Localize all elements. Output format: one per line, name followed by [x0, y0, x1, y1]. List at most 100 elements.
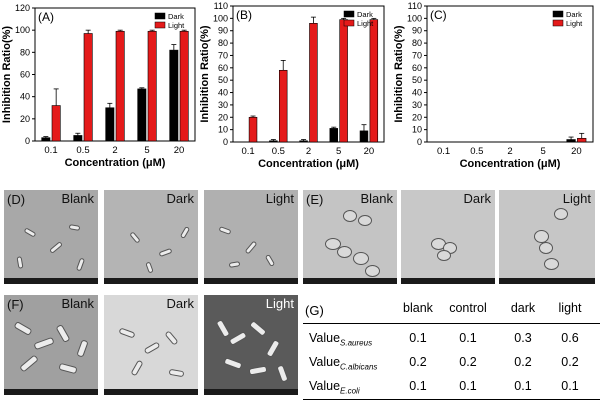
x-tick-label: 20 [571, 146, 582, 157]
x-tick-label: 0.5 [76, 145, 89, 156]
bar-light [278, 69, 288, 143]
row-label-saureus: ValueS.aureus [309, 331, 373, 348]
legend-swatch-dark [343, 10, 355, 18]
y-tick-label: 30 [412, 100, 422, 110]
scale-bar [4, 278, 98, 284]
bar-light [83, 33, 93, 142]
x-tick-label: 0.5 [272, 146, 285, 157]
caption-d-blank: Blank [61, 191, 94, 206]
legend-swatch-light [552, 19, 564, 27]
y-tick-label: 40 [218, 88, 228, 98]
caption-e-dark: Dark [463, 191, 491, 206]
y-tick-label: 20 [412, 112, 422, 122]
caption-f-light: Light [265, 296, 294, 311]
col-header-dark: dark [510, 301, 536, 315]
y-tick-label: 20 [20, 114, 30, 124]
y-tick-label: 40 [20, 92, 30, 102]
y-tick-label: 100 [213, 13, 228, 23]
table-top-rule [303, 323, 600, 324]
y-tick-label: 40 [412, 88, 422, 98]
x-axis-label: Concentration (μM) [65, 157, 166, 169]
micrograph-d-dark: Dark [104, 190, 198, 284]
panel-label: (A) [38, 10, 54, 24]
y-tick-label: 70 [218, 50, 228, 60]
plot-frame [426, 5, 594, 143]
micrograph-e-blank: (E) Blank [303, 190, 397, 284]
y-tick-label: 110 [408, 1, 422, 11]
y-tick-label: 70 [412, 50, 422, 60]
y-tick-label: 10 [412, 125, 422, 135]
bar-dark [137, 88, 147, 142]
legend-swatch-light [154, 21, 166, 29]
cell-ecoli-dark: 0.1 [514, 379, 532, 393]
scale-bar [204, 389, 298, 395]
y-tick-label: 10 [218, 125, 228, 135]
x-axis-label: Concentration (μM) [460, 158, 561, 170]
y-tick-label: 90 [218, 26, 228, 36]
legend-swatch-light [343, 19, 355, 27]
y-tick-label: 100 [15, 25, 30, 35]
caption-d-dark: Dark [166, 191, 194, 206]
caption-d-light: Light [265, 191, 294, 206]
panel-label: (C) [430, 8, 447, 22]
x-tick-label: 20 [174, 145, 185, 156]
x-axis-label: Concentration (μM) [258, 158, 359, 170]
y-axis-label: Inhibition Ratio(%) [1, 26, 13, 123]
x-tick-label: 2 [306, 146, 311, 157]
cell-saureus-blank: 0.1 [409, 331, 427, 345]
panel-label: (B) [236, 8, 252, 22]
cell-calbicans-light: 0.2 [561, 355, 579, 369]
micrograph-f-dark: Dark [104, 295, 198, 395]
bar-dark [359, 130, 369, 143]
bar-light [369, 19, 379, 143]
row-label-ecoli: ValueE.coli [309, 379, 360, 396]
cell-calbicans-blank: 0.2 [409, 355, 427, 369]
y-tick-label: 60 [20, 70, 30, 80]
bar-dark [269, 140, 278, 143]
y-tick-label: 50 [412, 75, 422, 85]
bar-light [248, 116, 258, 143]
caption-e-blank: Blank [360, 191, 393, 206]
bar-light [115, 30, 125, 142]
bar-dark [73, 135, 83, 142]
y-tick-label: 0 [417, 137, 422, 147]
x-tick-label: 2 [112, 145, 117, 156]
x-tick-label: 5 [336, 146, 341, 157]
micrograph-d-blank: (D) Blank [4, 190, 98, 284]
legend-swatch-dark [552, 10, 564, 18]
col-header-blank: blank [403, 301, 433, 315]
cell-ecoli-control: 0.1 [459, 379, 477, 393]
cell-saureus-light: 0.6 [561, 331, 579, 345]
micrograph-f-light: Light [204, 295, 298, 395]
legend-swatch-dark [154, 12, 166, 20]
col-header-control: control [449, 301, 487, 315]
table-bottom-rule [303, 399, 600, 400]
x-tick-label: 0.5 [470, 146, 483, 157]
scale-bar [104, 389, 198, 395]
caption-e-light: Light [562, 191, 591, 206]
y-tick-label: 60 [218, 63, 228, 73]
scale-bar [499, 278, 595, 284]
legend-label-dark: Dark [168, 12, 184, 21]
cell-saureus-dark: 0.3 [514, 331, 532, 345]
bar-light [179, 30, 189, 142]
cell-calbicans-control: 0.2 [459, 355, 477, 369]
legend-label-dark: Dark [566, 10, 582, 19]
micrograph-d-light: Light [204, 190, 298, 284]
y-tick-label: 30 [218, 100, 228, 110]
legend-label-dark: Dark [357, 10, 373, 19]
panel-label-d: (D) [7, 192, 26, 207]
y-tick-label: 0 [223, 137, 228, 147]
x-tick-label: 5 [144, 145, 149, 156]
scale-bar [401, 278, 495, 284]
micrograph-e-dark: Dark [401, 190, 495, 284]
caption-f-dark: Dark [166, 296, 194, 311]
y-tick-label: 110 [214, 1, 228, 11]
legend-label-light: Light [168, 21, 185, 30]
bar-dark [169, 49, 179, 142]
panel-label-e: (E) [306, 192, 324, 207]
bar-light [51, 105, 61, 142]
col-header-light: light [558, 301, 582, 315]
legend-label-light: Light [357, 19, 374, 28]
